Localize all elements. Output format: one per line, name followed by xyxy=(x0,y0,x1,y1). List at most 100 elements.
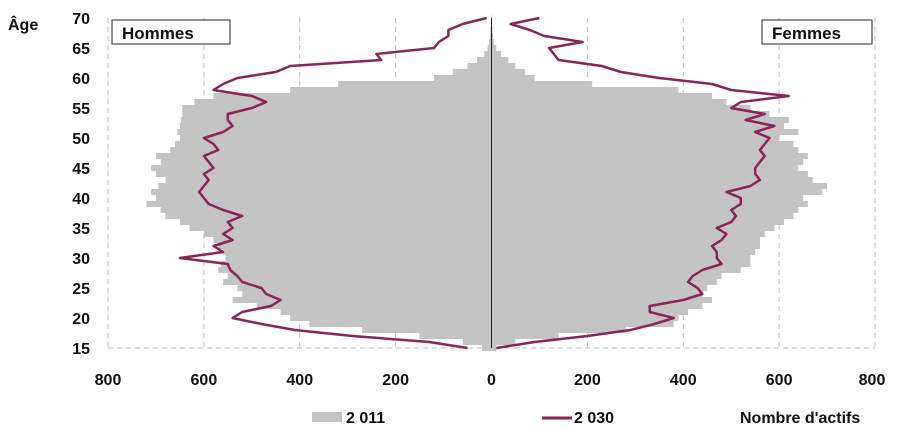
line-2030-men xyxy=(178,16,488,350)
bar-men-age-29 xyxy=(220,261,492,267)
bar-men-age-54 xyxy=(182,111,492,117)
bar-women-age-64 xyxy=(491,51,502,57)
bar-women-age-67 xyxy=(491,33,493,39)
legend-label-2011: 2 011 xyxy=(346,410,385,427)
bar-men-age-48 xyxy=(170,147,492,153)
y-tick-70: 70 xyxy=(72,11,90,28)
y-tick-50: 50 xyxy=(72,131,90,148)
bar-men-age-53 xyxy=(180,117,492,123)
bar-women-age-30 xyxy=(491,255,751,261)
bar-men-age-60 xyxy=(433,75,492,81)
bar-men-age-21 xyxy=(280,309,492,315)
x-tick-2: 400 xyxy=(286,372,313,389)
bar-women-age-44 xyxy=(491,171,808,177)
x-tick-1: 600 xyxy=(191,372,218,389)
bar-men-age-56 xyxy=(194,99,492,105)
x-tick-labels: 800 600 400 200 0 200 400 600 800 xyxy=(95,372,886,389)
bar-women-age-36 xyxy=(491,219,784,225)
bar-men-age-17 xyxy=(419,333,492,339)
y-tick-60: 60 xyxy=(72,71,90,88)
y-tick-labels: 15 20 25 30 35 40 45 50 55 60 65 70 xyxy=(72,11,90,358)
y-tick-45: 45 xyxy=(72,161,90,178)
bar-women-age-50 xyxy=(491,135,780,141)
y-tick-30: 30 xyxy=(72,251,90,268)
bar-women-age-23 xyxy=(491,297,713,303)
y-tick-40: 40 xyxy=(72,191,90,208)
bar-women-age-29 xyxy=(491,261,751,267)
bar-women-age-26 xyxy=(491,279,717,285)
bar-men-age-39 xyxy=(146,201,492,207)
bar-women-age-61 xyxy=(491,69,526,75)
y-tick-20: 20 xyxy=(72,311,90,328)
hommes-label: Hommes xyxy=(122,24,194,43)
bar-men-age-62 xyxy=(467,63,492,69)
bar-women-age-46 xyxy=(491,159,804,165)
x-tick-0: 800 xyxy=(95,372,122,389)
bar-women-age-63 xyxy=(491,57,509,63)
x-tick-3: 200 xyxy=(382,372,409,389)
femmes-label: Femmes xyxy=(772,24,841,43)
bar-men-age-59 xyxy=(338,81,492,87)
bar-women-age-18 xyxy=(491,327,626,333)
bar-women-age-58 xyxy=(491,87,679,93)
bar-men-age-63 xyxy=(477,57,492,63)
bar-women-age-35 xyxy=(491,225,775,231)
x-tick-8: 800 xyxy=(859,372,886,389)
bar-women-age-20 xyxy=(491,315,679,321)
bar-men-age-27 xyxy=(227,273,492,279)
bar-women-age-31 xyxy=(491,249,756,255)
bar-men-age-67 xyxy=(490,33,492,39)
bar-women-age-42 xyxy=(491,183,828,189)
bar-men-age-31 xyxy=(223,249,492,255)
femmes-box xyxy=(761,19,873,45)
x-axis-label: Nombre d'actifs xyxy=(740,410,860,427)
bar-men-age-18 xyxy=(362,327,492,333)
x-tick-5: 200 xyxy=(574,372,601,389)
bar-women-age-38 xyxy=(491,207,799,213)
bar-men-age-55 xyxy=(182,105,492,111)
y-tick-25: 25 xyxy=(72,281,90,298)
legend-label-2030: 2 030 xyxy=(574,410,614,427)
bar-men-age-50 xyxy=(179,135,492,141)
bar-women-age-34 xyxy=(491,231,765,237)
bar-men-age-47 xyxy=(155,153,492,159)
bar-men-age-34 xyxy=(203,231,492,237)
bar-men-age-20 xyxy=(290,315,492,321)
bar-women-age-47 xyxy=(491,153,808,159)
y-axis-label: Âge xyxy=(8,15,38,34)
bar-women-age-37 xyxy=(491,213,794,219)
bar-men-age-23 xyxy=(232,297,492,303)
bar-men-age-16 xyxy=(462,339,492,345)
bar-women-age-39 xyxy=(491,201,808,207)
bar-men-age-64 xyxy=(484,51,492,57)
bar-women-age-27 xyxy=(491,273,722,279)
bar-women-age-32 xyxy=(491,243,760,249)
bar-men-age-44 xyxy=(155,171,492,177)
bar-women-age-28 xyxy=(491,267,741,273)
bar-men-age-37 xyxy=(165,213,492,219)
bar-women-age-40 xyxy=(491,195,804,201)
bar-men-age-49 xyxy=(175,141,492,147)
bar-men-age-57 xyxy=(213,93,492,99)
bar-women-age-65 xyxy=(491,45,497,51)
bar-women-age-55 xyxy=(491,105,751,111)
bar-men-age-25 xyxy=(237,285,492,291)
bar-men-age-58 xyxy=(290,87,492,93)
bar-women-age-60 xyxy=(491,75,535,81)
bar-women-age-25 xyxy=(491,285,708,291)
bar-men-age-52 xyxy=(179,123,492,129)
bar-men-age-32 xyxy=(218,243,492,249)
bar-men-age-24 xyxy=(242,291,492,297)
bar-men-age-46 xyxy=(160,159,492,165)
bar-women-age-62 xyxy=(491,63,516,69)
bar-men-age-33 xyxy=(213,237,492,243)
bar-men-age-35 xyxy=(189,225,492,231)
bar-women-age-54 xyxy=(491,111,770,117)
bars-2011-men xyxy=(146,15,492,351)
bar-women-age-43 xyxy=(491,177,813,183)
bar-women-age-66 xyxy=(491,39,494,45)
bar-women-age-52 xyxy=(491,123,784,129)
x-tick-4: 0 xyxy=(487,372,496,389)
y-tick-55: 55 xyxy=(72,101,90,118)
